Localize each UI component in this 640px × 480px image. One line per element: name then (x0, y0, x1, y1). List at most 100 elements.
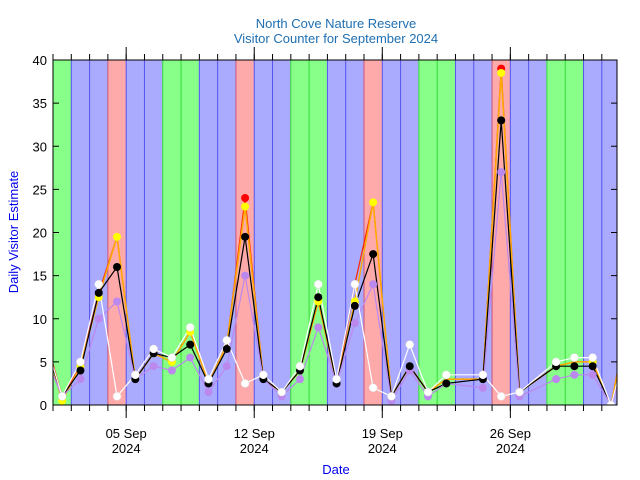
point-yellow (497, 68, 506, 77)
y-tick-label: 0 (40, 398, 47, 413)
point-white (368, 383, 378, 392)
band-red (107, 60, 127, 405)
point-purple (497, 168, 506, 177)
point-white (131, 370, 140, 380)
point-purple (113, 297, 122, 306)
band-green (546, 60, 566, 405)
point-purple (149, 362, 158, 371)
point-purple (167, 366, 176, 375)
point-black (588, 362, 597, 371)
band-blue (345, 60, 364, 405)
y-tick-label: 30 (33, 139, 47, 154)
series-group (53, 64, 617, 405)
y-tick-label: 15 (33, 269, 47, 284)
band-blue (327, 60, 346, 405)
x-tick-label: 26 Sep (490, 426, 531, 441)
point-purple (570, 370, 579, 379)
point-red (241, 194, 250, 202)
band-blue (382, 60, 401, 405)
point-white (277, 387, 286, 397)
point-white (259, 370, 268, 380)
point-black (76, 366, 85, 375)
point-white (295, 361, 305, 371)
day-bands (52, 60, 617, 405)
y-tick-label: 35 (33, 96, 47, 111)
point-white (570, 353, 579, 362)
band-blue (455, 60, 474, 405)
band-green (162, 60, 182, 405)
band-red (492, 60, 511, 405)
point-black (94, 288, 103, 297)
point-black (241, 232, 250, 241)
x-tick-label-year: 2024 (112, 441, 141, 456)
point-yellow (113, 232, 122, 241)
point-white (112, 392, 122, 401)
point-yellow (369, 198, 378, 207)
x-tick-label-year: 2024 (240, 441, 269, 456)
point-black (405, 362, 414, 371)
point-white (606, 400, 616, 405)
point-white (167, 353, 177, 362)
band-blue (254, 60, 273, 405)
point-purple (186, 353, 195, 362)
point-black (186, 340, 195, 349)
y-tick-label: 5 (40, 355, 47, 370)
point-white (423, 387, 433, 397)
point-black (314, 293, 323, 302)
band-red (235, 60, 255, 405)
band-blue (272, 60, 291, 405)
point-purple (552, 375, 561, 384)
y-axis-label: Daily Visitor Estimate (6, 171, 21, 294)
point-white (149, 344, 158, 354)
point-purple (76, 375, 85, 384)
point-white (496, 392, 506, 401)
band-blue (199, 60, 218, 405)
point-white (332, 374, 341, 384)
band-green (181, 60, 200, 405)
band-blue (89, 60, 108, 405)
point-white (515, 387, 524, 397)
point-white (57, 392, 67, 401)
point-purple (222, 362, 231, 371)
y-tick-label: 10 (33, 312, 47, 327)
point-white (551, 357, 561, 367)
point-white (94, 280, 103, 289)
point-white (405, 340, 414, 349)
point-white (222, 336, 232, 345)
point-black (350, 301, 359, 310)
point-purple (314, 323, 323, 332)
point-purple (204, 388, 213, 397)
point-white (314, 280, 323, 289)
band-green (565, 60, 584, 405)
point-purple (295, 375, 304, 384)
point-black (570, 362, 579, 371)
point-purple (350, 319, 359, 328)
point-white (478, 370, 488, 380)
point-purple (588, 370, 597, 379)
band-blue (583, 60, 602, 405)
band-green (309, 60, 328, 405)
point-yellow (241, 202, 250, 211)
x-tick-label: 05 Sep (106, 426, 147, 441)
band-blue (144, 60, 163, 405)
point-white (387, 392, 396, 401)
y-tick-label: 20 (33, 226, 47, 241)
x-tick-label: 19 Sep (362, 426, 403, 441)
band-blue (510, 60, 529, 405)
band-green (418, 60, 438, 405)
point-white (442, 370, 451, 380)
point-purple (241, 271, 250, 280)
x-tick-label-year: 2024 (368, 441, 397, 456)
point-white (240, 379, 250, 388)
point-purple (369, 280, 378, 289)
point-white (588, 353, 597, 362)
band-blue (528, 60, 547, 405)
point-purple (94, 314, 103, 323)
band-blue (71, 60, 90, 405)
band-blue (126, 60, 145, 405)
x-tick-label-year: 2024 (496, 441, 525, 456)
band-green (437, 60, 456, 405)
point-white (350, 280, 360, 289)
point-purple (478, 383, 487, 392)
